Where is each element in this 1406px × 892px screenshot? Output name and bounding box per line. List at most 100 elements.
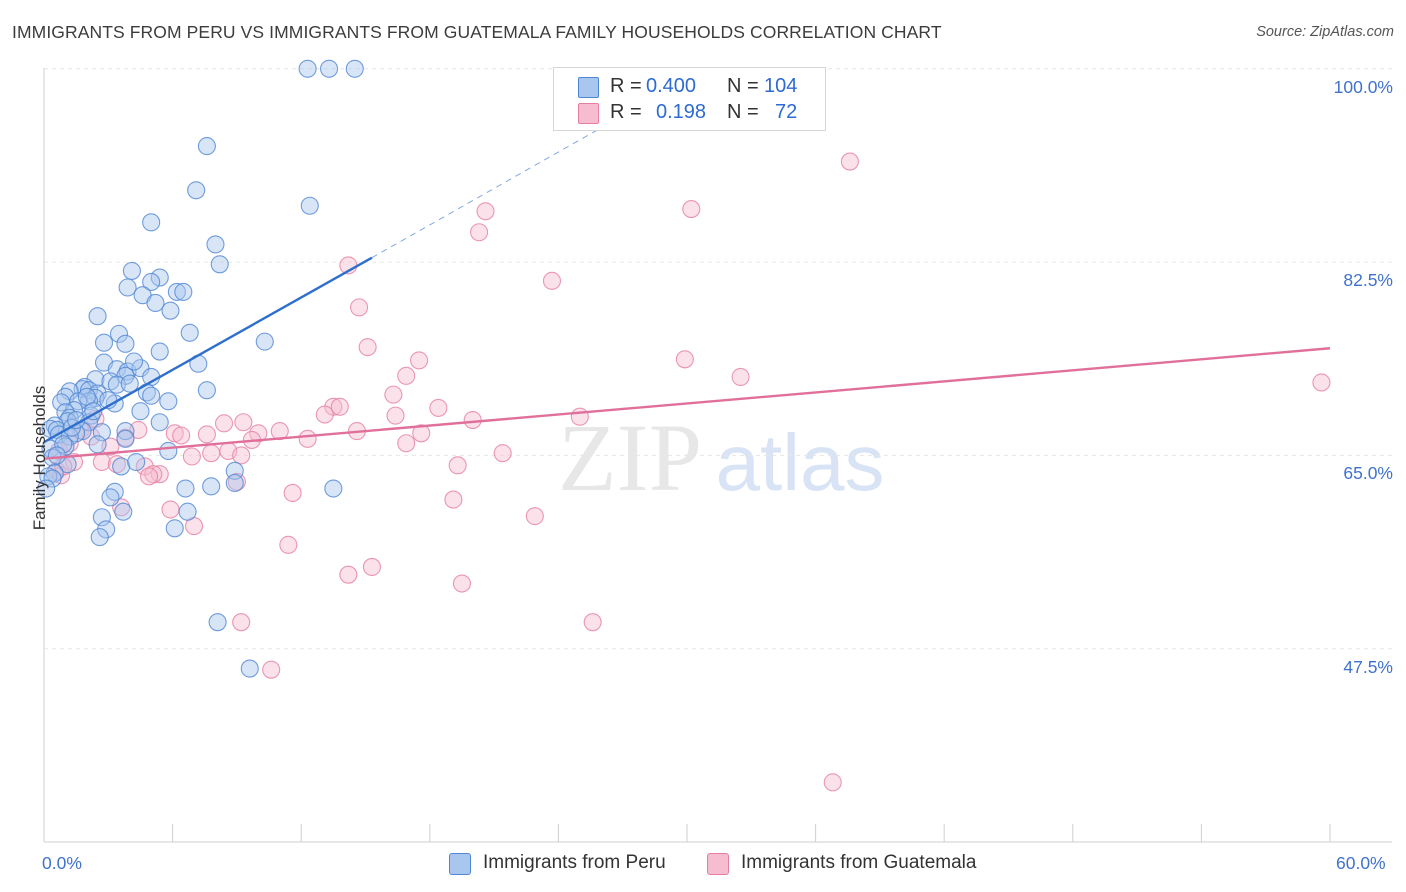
peru-point-10 xyxy=(150,268,169,287)
peru-point-4 xyxy=(187,181,206,200)
y-axis-label: Family Households xyxy=(30,385,49,531)
legend-guatemala-n: 72 xyxy=(775,101,798,123)
peru-point-13 xyxy=(167,282,186,301)
guatemala-point-57 xyxy=(339,565,358,584)
peru-point-2 xyxy=(345,59,364,78)
guatemala-legend-label: Immigrants from Guatemala xyxy=(741,852,977,873)
guatemala-point-62 xyxy=(823,773,842,792)
peru-point-8 xyxy=(210,255,229,274)
guatemala-point-49 xyxy=(283,483,302,502)
guatemala-point-56 xyxy=(362,557,381,577)
guatemala-point-43 xyxy=(150,465,169,484)
peru-point-74 xyxy=(112,457,131,476)
peru-point-18 xyxy=(88,307,107,326)
guatemala-point-68 xyxy=(412,424,431,443)
guatemala-point-18 xyxy=(463,410,482,430)
guatemala-point-55 xyxy=(279,535,298,554)
y-tick-label-1: 65.0% xyxy=(1343,463,1393,484)
guatemala-point-20 xyxy=(234,413,253,432)
guatemala-point-12 xyxy=(384,385,403,404)
x-tick-label-min: 0.0% xyxy=(42,853,82,873)
guatemala-point-19 xyxy=(386,406,405,425)
peru-point-93 xyxy=(240,659,259,678)
peru-point-24 xyxy=(150,342,169,361)
legend-peru-r: 0.400 xyxy=(646,75,697,97)
peru-point-17 xyxy=(161,301,180,320)
peru-point-71 xyxy=(159,441,178,461)
peru-point-94 xyxy=(37,479,56,498)
chart-title: IMMIGRANTS FROM PERU VS IMMIGRANTS FROM … xyxy=(12,22,942,42)
legend-n-label: N = xyxy=(727,101,759,123)
peru-point-83 xyxy=(324,479,343,498)
guatemala-point-45 xyxy=(139,467,159,486)
guatemala-point-59 xyxy=(232,613,251,632)
peru-point-67 xyxy=(116,429,135,448)
guatemala-point-21 xyxy=(214,414,234,433)
guatemala-swatch xyxy=(578,103,599,124)
peru-point-42 xyxy=(142,386,161,405)
watermark-zip: ZIP xyxy=(558,404,702,511)
peru-point-68 xyxy=(88,435,107,454)
peru-point-86 xyxy=(114,502,133,521)
peru-point-12 xyxy=(142,272,161,292)
peru-point-97 xyxy=(120,374,139,393)
guatemala-point-26 xyxy=(197,425,216,444)
guatemala-point-34 xyxy=(202,444,221,463)
y-tick-label-2: 82.5% xyxy=(1343,270,1393,291)
peru-point-9 xyxy=(122,261,141,280)
guatemala-point-15 xyxy=(330,397,349,416)
guatemala-point-52 xyxy=(161,500,180,519)
guatemala-point-32 xyxy=(397,434,416,453)
guatemala-legend-swatch xyxy=(707,853,729,875)
grid-lines xyxy=(44,68,1392,650)
guatemala-point-67 xyxy=(298,429,317,448)
peru-point-1 xyxy=(320,59,339,78)
peru-point-0 xyxy=(298,59,317,78)
guatemala-point-13 xyxy=(1312,373,1331,392)
peru-point-57 xyxy=(150,413,169,432)
peru-point-64 xyxy=(116,422,135,441)
guatemala-point-5 xyxy=(542,271,562,290)
peru-point-103 xyxy=(47,446,66,465)
peru-point-85 xyxy=(101,488,120,507)
guatemala-point-35 xyxy=(232,446,251,465)
peru-point-19 xyxy=(109,324,129,343)
legend-r-label: R = xyxy=(610,101,642,123)
legend-peru-n: 104 xyxy=(764,75,798,97)
peru-point-99 xyxy=(54,435,73,454)
peru-point-34 xyxy=(107,375,126,394)
x-tick-label-max: 60.0% xyxy=(1336,853,1386,873)
peru-point-87 xyxy=(178,502,197,521)
y-tick-label-3: 100.0% xyxy=(1333,76,1393,97)
peru-point-102 xyxy=(124,352,144,371)
peru-point-23 xyxy=(116,334,135,353)
peru-trend-line xyxy=(43,256,373,444)
peru-swatch xyxy=(578,77,599,98)
peru-legend-label: Immigrants from Peru xyxy=(483,852,666,873)
guatemala-point-9 xyxy=(410,351,429,370)
guatemala-point-53 xyxy=(525,507,544,526)
peru-point-3 xyxy=(197,137,216,156)
guatemala-point-41 xyxy=(448,456,467,475)
peru-points xyxy=(37,59,364,678)
guatemala-point-6 xyxy=(350,298,369,317)
guatemala-point-23 xyxy=(249,424,268,443)
peru-point-79 xyxy=(43,469,62,488)
peru-point-7 xyxy=(206,235,225,254)
watermark-atlas: atlas xyxy=(716,418,885,507)
peru-point-75 xyxy=(127,452,146,472)
peru-legend-swatch xyxy=(449,853,471,875)
peru-point-20 xyxy=(180,323,199,342)
peru-point-22 xyxy=(94,333,114,352)
correlation-legend: R = 0.400 N = 104 R = 0.198 N = 72 xyxy=(553,67,826,131)
guatemala-point-58 xyxy=(452,574,472,593)
peru-point-89 xyxy=(165,519,184,538)
guatemala-point-1 xyxy=(476,202,495,221)
guatemala-point-7 xyxy=(358,338,377,357)
peru-point-92 xyxy=(208,613,227,632)
peru-point-16 xyxy=(146,293,165,313)
guatemala-point-8 xyxy=(675,350,694,369)
trend-lines xyxy=(43,110,1331,460)
peru-point-80 xyxy=(225,473,244,493)
